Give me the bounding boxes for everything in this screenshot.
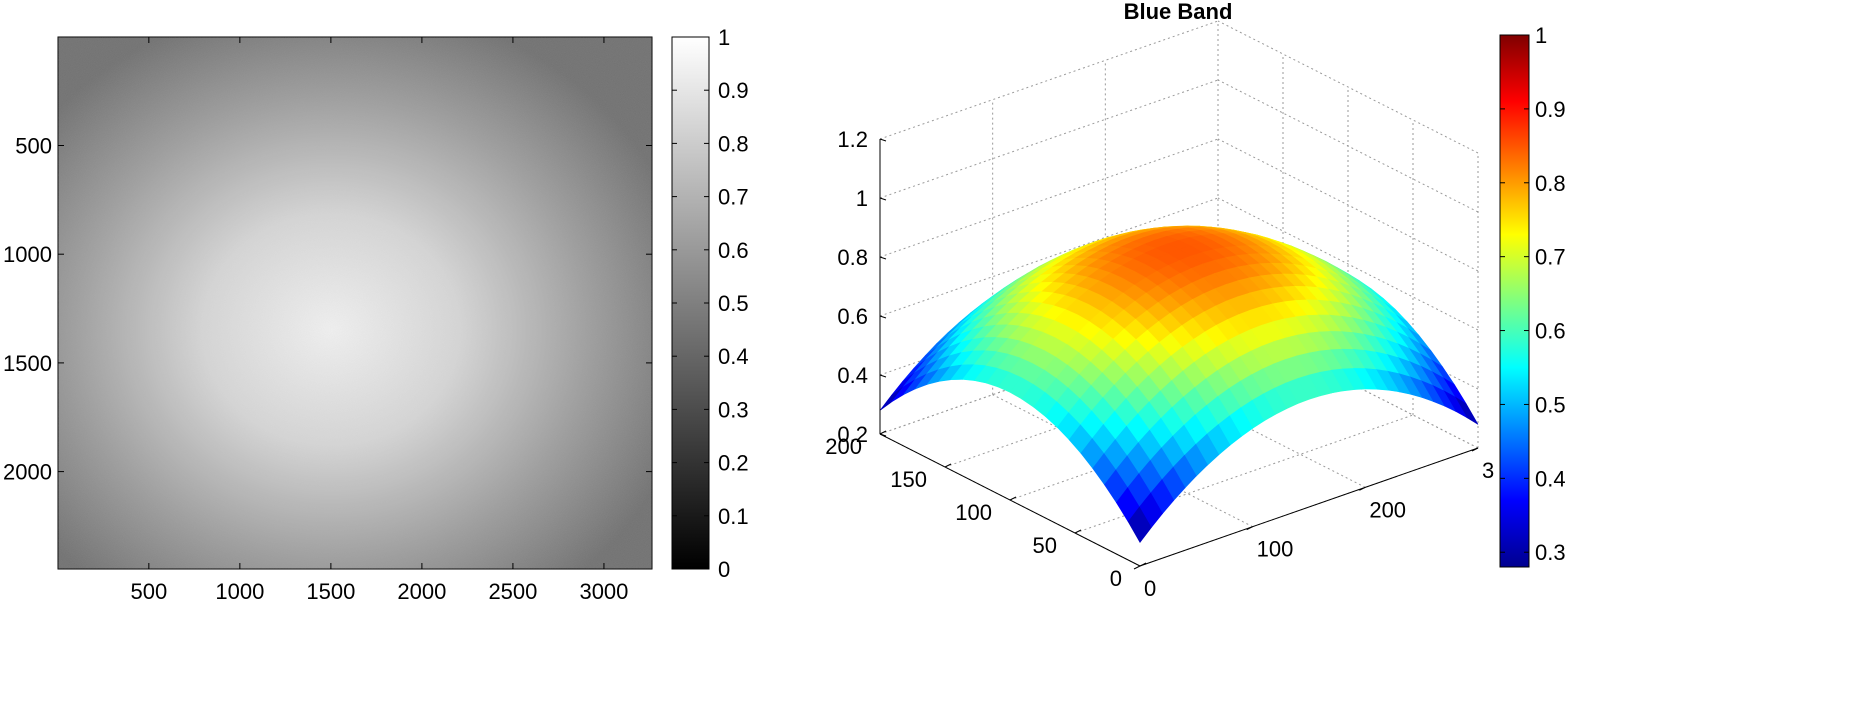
x-tick-mark (1133, 565, 1141, 570)
surface-y-tick-label: 50 (1033, 533, 1057, 558)
jet-colorbar-tick-label: 0.7 (1535, 245, 1566, 270)
gray-colorbar-tick-label: 0 (718, 557, 730, 582)
heatmap-y-tick-label: 2000 (3, 460, 52, 485)
surface-y-tick-label: 100 (955, 500, 992, 525)
grid-line (1217, 138, 1479, 272)
y-tick-mark (879, 430, 887, 435)
jet-colorbar-tick-label: 0.3 (1535, 540, 1566, 565)
heatmap-panel: 500 1000 1500 2000 2500 3000 500 1000 1500 2000 (3, 36, 653, 604)
x-tick-mark (1359, 486, 1366, 491)
jet-colorbar-tick-label: 0.4 (1535, 466, 1566, 491)
surface-y-tick-label: 200 (825, 434, 862, 459)
grid-line (879, 79, 1219, 199)
heatmap-y-tick-label: 500 (15, 133, 52, 158)
gray-colorbar-tick-label: 0.7 (718, 185, 749, 210)
jet-colorbar-tick-label: 0.5 (1535, 392, 1566, 417)
gray-colorbar-ticks: 0 0.1 0.2 0.3 0.4 0.5 0.6 0.7 0.8 0.9 1 (672, 25, 749, 582)
heatmap-x-ticks: 500 1000 1500 2000 2500 3000 (130, 37, 628, 604)
jet-colorbar-tick-label: 0.9 (1535, 97, 1566, 122)
heatmap-x-tick-label: 1500 (306, 579, 355, 604)
surface-z-tick-label: 0.2 (837, 422, 868, 447)
gray-colorbar: 0 0.1 0.2 0.3 0.4 0.5 0.6 0.7 0.8 0.9 1 (671, 25, 749, 582)
surface-facet (879, 386, 904, 411)
surface-x-tick-label: 3 (1482, 458, 1494, 483)
y-tick-mark (944, 463, 952, 468)
heatmap-y-tick-label: 1500 (3, 351, 52, 376)
surface-x-tick-label: 100 (1257, 537, 1294, 562)
gray-colorbar-tick-label: 0.2 (718, 451, 749, 476)
heatmap-x-tick-label: 2000 (397, 579, 446, 604)
x-axis-line (1139, 447, 1479, 567)
heatmap-y-ticks: 500 1000 1500 2000 (3, 133, 652, 485)
heatmap-y-tick-label: 1000 (3, 242, 52, 267)
heatmap-x-tick-label: 2500 (488, 579, 537, 604)
z-tick-mark (879, 138, 887, 142)
jet-colorbar: 0.3 0.4 0.5 0.6 0.7 0.8 0.9 1 (1499, 23, 1566, 568)
surface-z-tick-label: 1 (856, 186, 868, 211)
jet-colorbar-tick-label: 0.8 (1535, 171, 1566, 196)
surface-title: Blue Band (1124, 0, 1233, 24)
gray-colorbar-tick-label: 1 (718, 25, 730, 50)
surface-z-tick-label: 0.6 (837, 304, 868, 329)
surface-y-tick-label: 150 (890, 467, 927, 492)
z-tick-mark (879, 256, 887, 260)
z-tick-mark (879, 197, 887, 201)
x-tick-mark (1246, 526, 1253, 531)
surface-z-tick-label: 0.8 (837, 245, 868, 270)
surface-x-tick-label: 0 (1144, 576, 1156, 601)
x-tick-mark (1471, 447, 1479, 452)
gray-colorbar-tick-label: 0.8 (718, 131, 749, 156)
y-tick-mark (1139, 562, 1147, 567)
grid-line (1217, 197, 1479, 331)
z-tick-mark (879, 374, 887, 378)
gray-colorbar-tick-label: 0.9 (718, 78, 749, 103)
heatmap-x-tick-label: 3000 (579, 579, 628, 604)
gray-colorbar-fill (671, 36, 710, 570)
surface-y-tick-label: 0 (1110, 566, 1122, 591)
grid-line (879, 20, 1219, 140)
heatmap-x-tick-label: 500 (130, 579, 167, 604)
surface-z-tick-label: 1.2 (837, 127, 868, 152)
jet-colorbar-fill (1499, 34, 1530, 568)
heatmap-x-tick-label: 1000 (215, 579, 264, 604)
grid-line (1217, 20, 1479, 154)
gray-colorbar-tick-label: 0.3 (718, 397, 749, 422)
heatmap-noise (58, 37, 652, 569)
gray-colorbar-tick-label: 0.6 (718, 238, 749, 263)
gray-colorbar-tick-label: 0.4 (718, 344, 749, 369)
jet-colorbar-ticks: 0.3 0.4 0.5 0.6 0.7 0.8 0.9 1 (1500, 23, 1566, 565)
surface-z-tick-label: 0.4 (837, 363, 868, 388)
z-tick-mark (879, 433, 887, 437)
surface-mesh (879, 225, 1479, 543)
y-tick-mark (1074, 529, 1082, 534)
jet-colorbar-tick-label: 1 (1535, 23, 1547, 48)
jet-colorbar-tick-label: 0.6 (1535, 319, 1566, 344)
z-tick-mark (879, 315, 887, 319)
surface-facet (1127, 506, 1152, 543)
gray-colorbar-tick-label: 0.5 (718, 291, 749, 316)
grid-line (1217, 79, 1479, 213)
y-tick-mark (1009, 496, 1017, 501)
surface-x-tick-label: 200 (1369, 497, 1406, 522)
gray-colorbar-tick-label: 0.1 (718, 504, 749, 529)
